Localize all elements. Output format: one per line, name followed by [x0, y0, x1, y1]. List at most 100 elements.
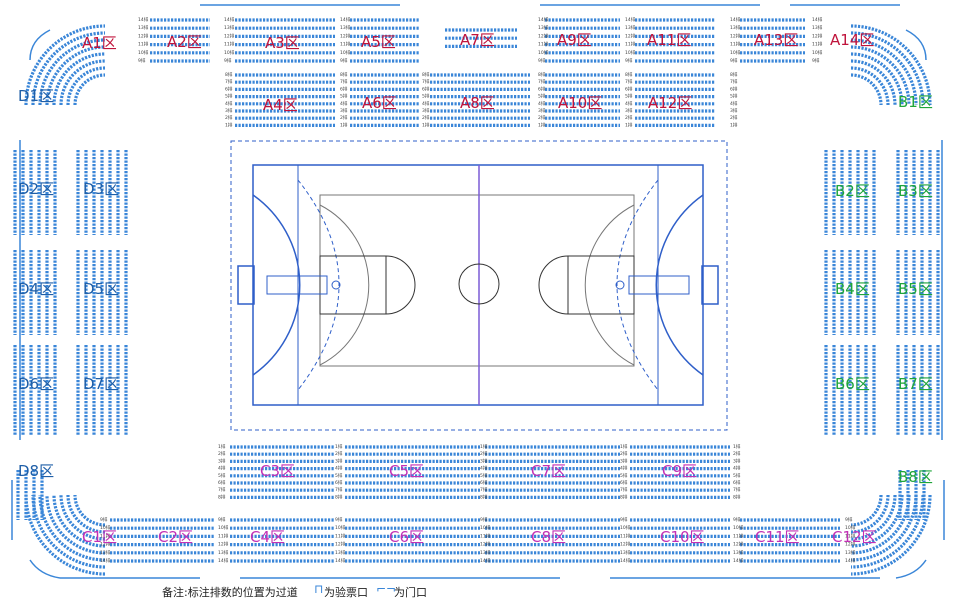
section-c1[interactable]: C1区 [82, 528, 117, 546]
section-c10[interactable]: C10区 [660, 528, 705, 546]
section-d5[interactable]: D5区 [83, 280, 119, 298]
section-d7[interactable]: D7区 [83, 375, 119, 393]
seat-row [850, 45, 911, 106]
section-c2[interactable]: C2区 [158, 528, 193, 546]
row-label: 10排 [812, 49, 823, 56]
section-a7[interactable]: A7区 [460, 31, 495, 49]
door-icon: ⌐¬ [376, 582, 397, 596]
seat-row [52, 52, 106, 106]
section-a13[interactable]: A13区 [754, 31, 798, 49]
row-label: 14排 [100, 557, 111, 564]
section-c9[interactable]: C9区 [662, 462, 697, 480]
section-a4[interactable]: A4区 [263, 96, 298, 114]
section-c3[interactable]: C3区 [260, 462, 295, 480]
row-label: 7排 [538, 78, 546, 85]
row-label: 8排 [422, 71, 430, 78]
row-label: 9排 [733, 516, 741, 523]
row-label: 12排 [625, 32, 636, 39]
seat-row [850, 494, 932, 576]
section-labels: A1区 A2区 A3区 A5区 A7区 A9区 A11区 A13区 A14区 A… [18, 31, 933, 546]
section-b1[interactable]: B1区 [898, 93, 933, 111]
row-label: 8排 [730, 71, 738, 78]
section-a5[interactable]: A5区 [361, 33, 396, 51]
section-a10[interactable]: A10区 [558, 94, 602, 112]
row-label: 14排 [335, 557, 346, 564]
row-label: 14排 [733, 557, 744, 564]
row-label: 5排 [730, 93, 738, 100]
section-d6[interactable]: D6区 [18, 375, 54, 393]
row-label: 3排 [225, 107, 233, 114]
row-label: 5排 [335, 472, 343, 479]
row-label: 8排 [620, 493, 628, 500]
seat-row [850, 38, 918, 106]
row-label: 6排 [730, 85, 738, 92]
row-label: 8排 [225, 71, 233, 78]
section-d4[interactable]: D4区 [18, 280, 54, 298]
section-b7[interactable]: B7区 [898, 375, 933, 393]
section-d8[interactable]: D8区 [18, 462, 54, 480]
row-label: 1排 [422, 121, 430, 128]
section-c11[interactable]: C11区 [755, 528, 800, 546]
row-label: 2排 [538, 114, 546, 121]
section-a1[interactable]: A1区 [82, 34, 117, 52]
section-b6[interactable]: B6区 [835, 375, 870, 393]
section-a8[interactable]: A8区 [460, 94, 495, 112]
row-label: 2排 [625, 114, 633, 121]
row-label: 13排 [812, 24, 823, 31]
section-b2[interactable]: B2区 [835, 182, 870, 200]
section-c12[interactable]: C12区 [832, 528, 877, 546]
row-label: 11排 [224, 41, 235, 48]
row-label: 11排 [480, 532, 491, 539]
row-label: 5排 [625, 93, 633, 100]
row-label: 9排 [480, 516, 488, 523]
court-outer-dashed [230, 140, 728, 431]
section-a11[interactable]: A11区 [647, 31, 691, 49]
row-label: 4排 [730, 100, 738, 107]
section-c6[interactable]: C6区 [389, 528, 424, 546]
section-c5[interactable]: C5区 [389, 462, 424, 480]
row-label: 6排 [422, 85, 430, 92]
court-inner [319, 194, 635, 367]
section-d2[interactable]: D2区 [18, 180, 54, 198]
row-label: 3排 [218, 457, 226, 464]
section-b3[interactable]: B3区 [898, 182, 933, 200]
section-a2[interactable]: A2区 [167, 33, 202, 51]
row-label: 10排 [100, 524, 111, 531]
row-label: 14排 [620, 557, 631, 564]
row-label: 11排 [845, 532, 856, 539]
row-label: 13排 [224, 24, 235, 31]
section-a12[interactable]: A12区 [648, 94, 692, 112]
seat-row [24, 24, 106, 106]
row-label: 11排 [812, 41, 823, 48]
section-b8[interactable]: B8区 [898, 468, 933, 486]
row-label: 10排 [620, 524, 631, 531]
court-boundary [252, 164, 704, 406]
section-b4[interactable]: B4区 [835, 280, 870, 298]
row-label: 14排 [730, 16, 741, 23]
section-a9[interactable]: A9区 [557, 31, 592, 49]
row-label: 8排 [625, 71, 633, 78]
section-a14[interactable]: A14区 [830, 31, 874, 49]
section-d1[interactable]: D1区 [18, 87, 54, 105]
section-c8[interactable]: C8区 [531, 528, 566, 546]
row-label: 13排 [340, 24, 351, 31]
row-label: 12排 [620, 541, 631, 548]
section-c4[interactable]: C4区 [250, 528, 285, 546]
section-d3[interactable]: D3区 [83, 180, 119, 198]
center-circle [458, 263, 500, 305]
row-label: 11排 [100, 532, 111, 539]
row-label: 11排 [138, 41, 149, 48]
row-label: 9排 [845, 516, 853, 523]
row-label: 14排 [480, 557, 491, 564]
row-label: 2排 [733, 450, 741, 457]
section-a3[interactable]: A3区 [265, 34, 300, 52]
seat-row [850, 494, 925, 569]
section-a6[interactable]: A6区 [362, 94, 397, 112]
section-c7[interactable]: C7区 [531, 462, 566, 480]
section-b5[interactable]: B5区 [898, 280, 933, 298]
row-label: 11排 [625, 41, 636, 48]
row-label: 10排 [335, 524, 346, 531]
row-label: 1排 [218, 443, 226, 450]
basketball-court [230, 140, 728, 431]
